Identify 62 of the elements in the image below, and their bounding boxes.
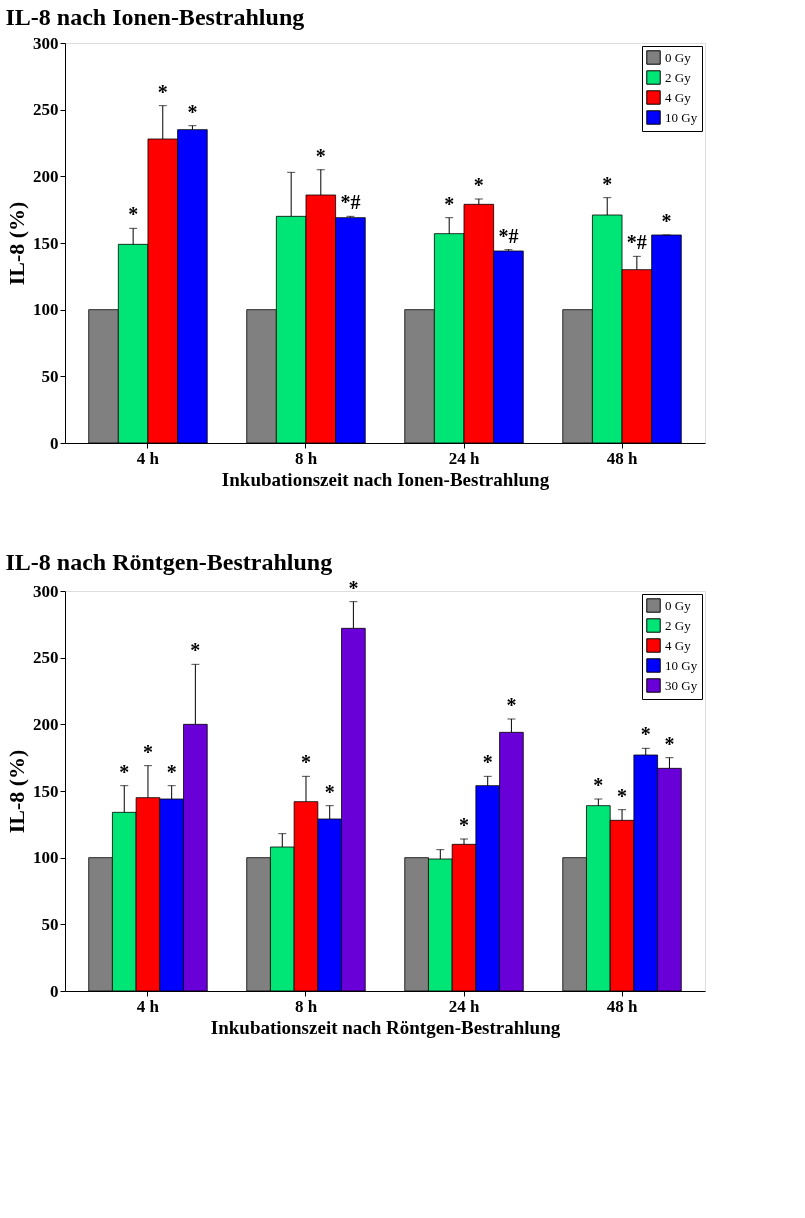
y-tick-label: 50 xyxy=(41,366,59,386)
data-label: * xyxy=(157,80,168,103)
data-label: * xyxy=(142,740,153,763)
y-tick-label: 100 xyxy=(33,848,59,868)
legend-label: 10 Gy xyxy=(665,109,698,125)
legend-label: 30 Gy xyxy=(665,677,698,693)
y-tick-label: 200 xyxy=(33,166,59,186)
y-tick-label: 300 xyxy=(33,33,59,53)
legend-label: 10 Gy xyxy=(665,657,698,673)
data-label: * xyxy=(444,192,455,215)
x-tick-label: 8 h xyxy=(294,996,318,1016)
data-label: * xyxy=(640,723,651,746)
x-tick-label: 24 h xyxy=(448,448,480,468)
x-tick-label: 48 h xyxy=(606,448,638,468)
y-tick-label: 100 xyxy=(33,300,59,320)
y-tick-label: 50 xyxy=(41,914,59,934)
y-tick-label: 0 xyxy=(50,981,59,1001)
data-label: * xyxy=(128,203,139,226)
x-tick-label: 48 h xyxy=(606,996,638,1016)
chart-title: IL-8 nach Ionen-Bestrahlung xyxy=(5,4,305,30)
data-label: * xyxy=(324,780,335,803)
x-tick-label: 8 h xyxy=(294,448,318,468)
x-tick-label: 4 h xyxy=(136,996,160,1016)
legend-label: 2 Gy xyxy=(665,69,692,85)
legend-label: 4 Gy xyxy=(665,637,692,653)
y-tick-label: 250 xyxy=(33,100,59,120)
data-label: * xyxy=(119,760,130,783)
y-axis-title: IL-8 (%) xyxy=(4,749,29,834)
data-label: *# xyxy=(626,231,647,254)
data-label: *# xyxy=(340,191,361,214)
data-label: * xyxy=(602,172,613,195)
y-tick-label: 0 xyxy=(50,433,59,453)
data-label: * xyxy=(187,100,198,123)
y-axis-title: IL-8 (%) xyxy=(4,201,29,286)
data-label: * xyxy=(348,576,359,599)
x-tick-label: 24 h xyxy=(448,996,480,1016)
data-label: * xyxy=(664,732,675,755)
data-label: * xyxy=(482,751,493,774)
chart-title: IL-8 nach Röntgen-Bestrahlung xyxy=(5,548,333,575)
legend-label: 4 Gy xyxy=(665,89,692,105)
legend-label: 2 Gy xyxy=(665,617,692,633)
y-tick-label: 200 xyxy=(33,714,59,734)
data-label: * xyxy=(661,210,672,232)
data-label: * xyxy=(473,174,484,196)
y-tick-label: 300 xyxy=(33,581,59,601)
data-label: *# xyxy=(498,224,519,247)
data-label: * xyxy=(506,694,517,716)
legend-label: 0 Gy xyxy=(665,49,692,65)
x-tick-label: 4 h xyxy=(136,448,160,468)
y-tick-label: 150 xyxy=(33,781,59,801)
legend-label: 0 Gy xyxy=(665,597,692,613)
x-axis-title: Inkubationszeit nach Ionen-Bestrahlung xyxy=(221,468,550,490)
x-axis-title: Inkubationszeit nach Röntgen-Bestrahlung xyxy=(210,1016,561,1038)
data-label: * xyxy=(459,814,470,836)
y-tick-label: 250 xyxy=(33,648,59,668)
data-label: * xyxy=(166,760,177,783)
data-label: * xyxy=(300,751,311,774)
data-label: * xyxy=(593,774,604,796)
data-label: * xyxy=(190,639,201,662)
data-label: * xyxy=(617,784,628,807)
data-label: * xyxy=(315,144,326,167)
y-tick-label: 150 xyxy=(33,233,59,253)
